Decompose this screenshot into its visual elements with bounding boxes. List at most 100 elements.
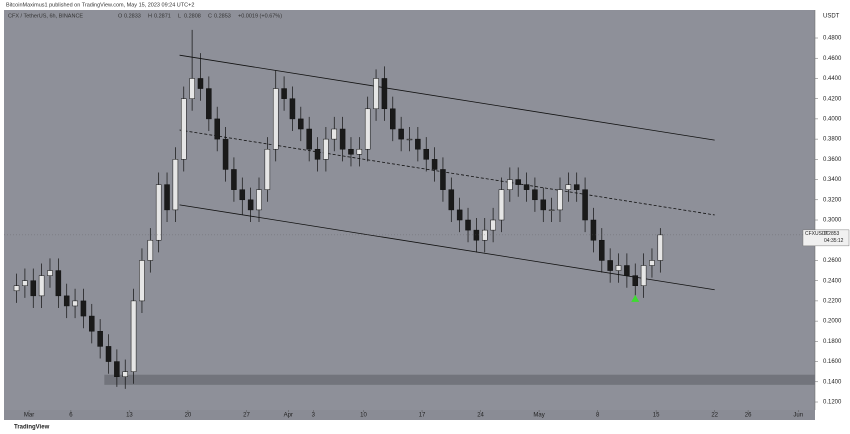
quote-value: 0.2853: [214, 13, 231, 19]
candle-body: [632, 275, 639, 286]
price-tag-price: 0.2853: [824, 231, 840, 237]
price-tag-symbol: CFXUSDT: [805, 231, 829, 237]
candle-body: [615, 265, 622, 271]
quote-value: 0.2871: [154, 13, 171, 19]
candle-body: [573, 184, 580, 190]
candle-body: [97, 330, 103, 347]
x-tick-label: 17: [419, 413, 426, 419]
candle-body: [540, 199, 547, 211]
candle-body: [582, 189, 588, 221]
quote-key: O: [118, 13, 123, 19]
candle-body: [72, 300, 78, 307]
candle-body: [465, 219, 471, 231]
y-tick-label: 0.4400: [823, 76, 842, 82]
y-tick-label: 0.3400: [823, 177, 842, 183]
candle-body: [55, 270, 62, 297]
candle-body: [231, 169, 237, 190]
candle-body: [373, 78, 379, 110]
axis-unit: USDT: [823, 14, 840, 20]
candle-body: [323, 138, 329, 160]
candle-body: [13, 285, 20, 292]
x-tick-label: Jun: [793, 413, 803, 419]
candle-body: [364, 108, 371, 150]
quote-value: 0.2808: [184, 13, 201, 19]
candle-body: [498, 189, 505, 221]
x-tick-label: 22: [711, 413, 718, 419]
candle-body: [214, 118, 220, 140]
y-tick-label: 0.3200: [823, 197, 842, 203]
y-tick-label: 0.2000: [823, 319, 842, 325]
candle-body: [339, 128, 346, 150]
support-zone: [104, 374, 815, 385]
candle-body: [507, 179, 513, 190]
candle-body: [448, 189, 455, 211]
candle-body: [114, 361, 120, 377]
candle-body: [197, 78, 204, 89]
y-tick-label: 0.4200: [823, 96, 842, 102]
candle-body: [557, 189, 563, 211]
y-tick-label: 0.4000: [823, 116, 842, 122]
candle-body: [164, 184, 170, 211]
candle-body: [440, 169, 446, 190]
candle-body: [473, 229, 480, 241]
candle-body: [89, 315, 95, 332]
candle-body: [607, 260, 613, 271]
quote-change: +0.0019 (+0.67%): [238, 13, 282, 19]
y-tick-label: 0.1400: [823, 379, 842, 385]
candle-body: [331, 128, 338, 140]
y-tick-label: 0.2200: [823, 298, 842, 304]
candle-body: [599, 239, 605, 261]
candle-body: [640, 265, 647, 286]
signal-arrow: [631, 294, 640, 302]
trend-line: [179, 54, 715, 141]
x-tick-label: 6: [69, 413, 73, 419]
candle-body: [172, 159, 179, 211]
y-tick-label: 0.4800: [823, 36, 842, 42]
candle-body: [105, 346, 112, 362]
candle-body: [381, 78, 388, 110]
candle-body: [122, 371, 128, 377]
x-axis-strip: [4, 410, 815, 420]
candle-body: [289, 98, 296, 120]
price-tag: [802, 229, 850, 247]
candle-body: [415, 138, 421, 150]
y-tick-label: 0.3800: [823, 137, 842, 143]
candle-body: [30, 280, 37, 297]
candle-body: [406, 138, 413, 141]
candle-body: [272, 88, 279, 150]
y-tick-label: 0.2600: [823, 258, 842, 264]
candle-body: [63, 295, 70, 307]
x-tick-label: 20: [185, 413, 192, 419]
quote-key: L: [178, 13, 181, 19]
candle-body: [239, 189, 246, 201]
x-tick-label: 24: [477, 413, 484, 419]
candle-body: [222, 138, 229, 170]
x-tick-label: 13: [126, 413, 133, 419]
x-tick-label: May: [533, 413, 544, 419]
x-tick-label: 8: [596, 413, 600, 419]
price-tag-countdown: 04:35:12: [824, 238, 844, 244]
y-tick-label: 0.4600: [823, 56, 842, 62]
quote-key: H: [148, 13, 152, 19]
candle-body: [147, 239, 154, 261]
candle-body: [247, 199, 254, 211]
candle-body: [590, 219, 597, 241]
candle-body: [47, 270, 53, 276]
x-tick-label: 3: [312, 413, 316, 419]
x-tick-label: 15: [653, 413, 660, 419]
candle-body: [532, 189, 538, 201]
candle-body: [264, 148, 271, 190]
candle-body: [206, 88, 212, 120]
brand: TradingView: [14, 425, 50, 431]
candle-body: [22, 280, 28, 286]
candle-body: [649, 260, 655, 266]
x-tick-label: 27: [243, 413, 250, 419]
candle-body: [390, 108, 396, 130]
candle-body: [456, 209, 463, 221]
trend-line: [179, 129, 715, 216]
candle-body: [490, 219, 496, 231]
y-tick-label: 0.3000: [823, 218, 842, 224]
candle-body: [624, 265, 630, 276]
candle-body: [481, 229, 488, 241]
